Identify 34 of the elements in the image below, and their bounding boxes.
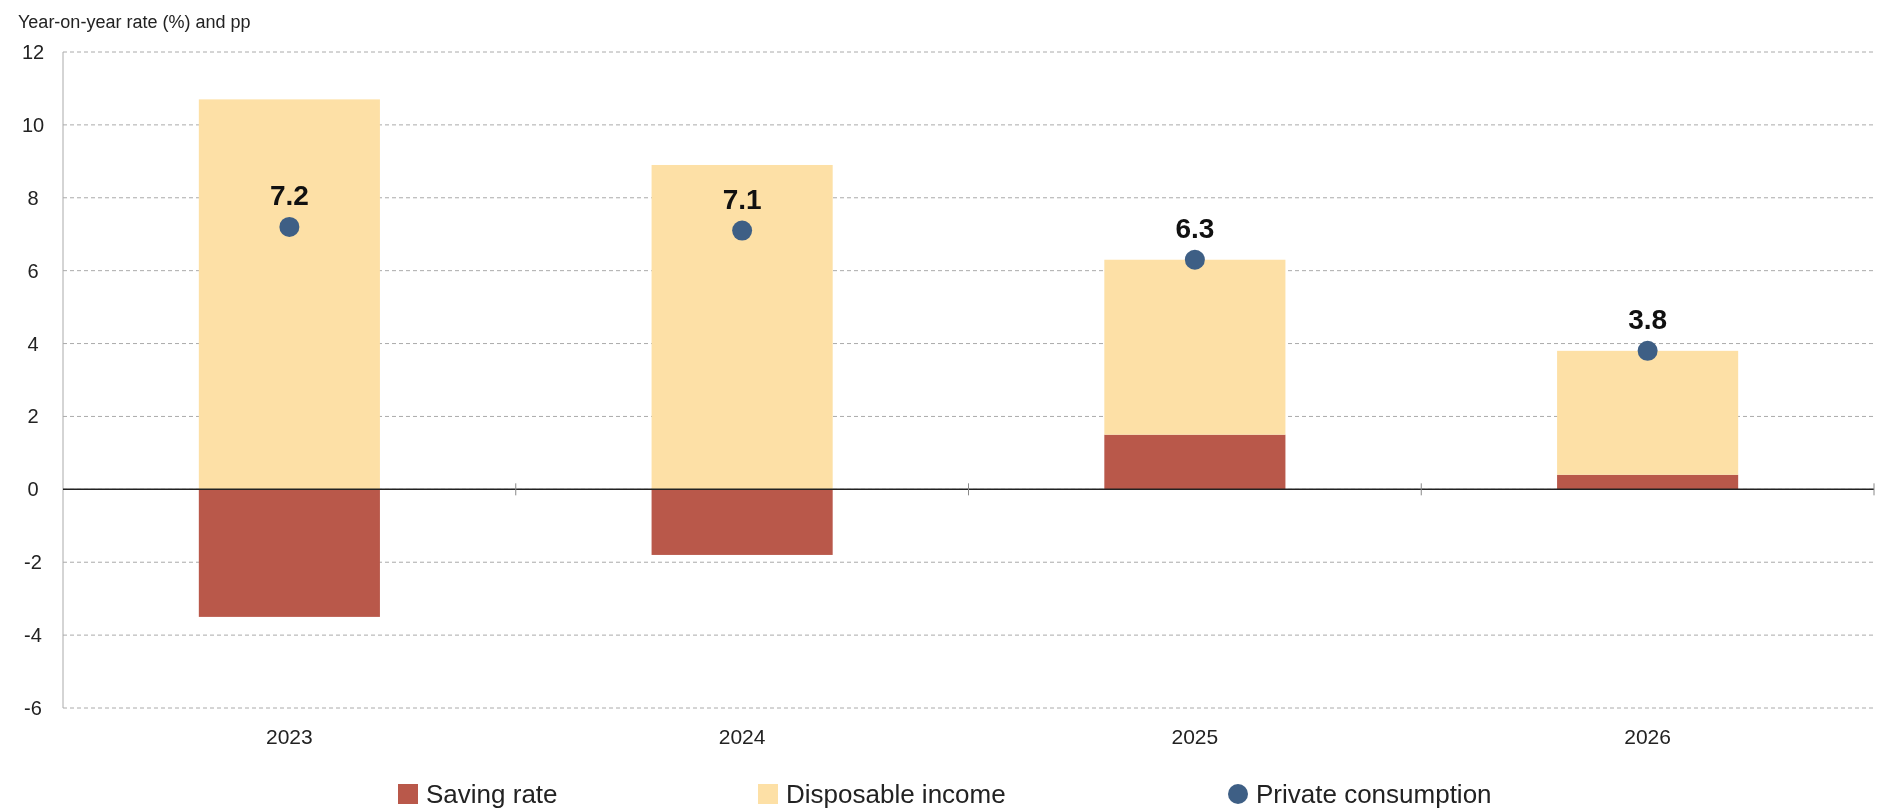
legend-label: Private consumption	[1256, 779, 1492, 810]
bar	[1104, 434, 1286, 490]
y-tick-label: 8	[27, 186, 39, 209]
y-tick-label: 10	[21, 113, 45, 136]
bar	[1557, 350, 1739, 475]
y-tick-label: 6	[27, 259, 39, 282]
legend-label: Disposable income	[786, 779, 1006, 810]
data-label: 3.8	[1628, 303, 1668, 335]
x-tick-label: 2025	[1171, 725, 1219, 748]
point	[1637, 340, 1658, 361]
bar	[1557, 474, 1739, 490]
y-tick-label: 12	[21, 41, 45, 63]
x-tick-label: 2026	[1624, 725, 1671, 748]
y-tick-label: 2	[27, 405, 39, 428]
data-label: 6.3	[1175, 212, 1215, 244]
y-tick-label: -2	[24, 551, 42, 574]
data-label: 7.2	[269, 179, 309, 211]
bar	[1104, 259, 1286, 435]
bar	[651, 489, 833, 555]
data-label: 7.1	[722, 183, 762, 215]
legend-label: Saving rate	[426, 779, 558, 810]
bar	[198, 99, 380, 490]
point	[1184, 249, 1205, 270]
y-tick-label: -4	[24, 624, 42, 647]
point	[279, 216, 300, 237]
y-axis-title: Year-on-year rate (%) and pp	[18, 12, 251, 32]
bar	[651, 164, 833, 490]
point	[732, 220, 753, 241]
x-tick-label: 2023	[266, 725, 313, 748]
bar	[198, 489, 380, 617]
y-tick-label: 0	[27, 478, 39, 501]
y-tick-label: -6	[24, 697, 42, 719]
x-tick-label: 2024	[718, 725, 766, 748]
y-tick-label: 4	[27, 332, 39, 355]
